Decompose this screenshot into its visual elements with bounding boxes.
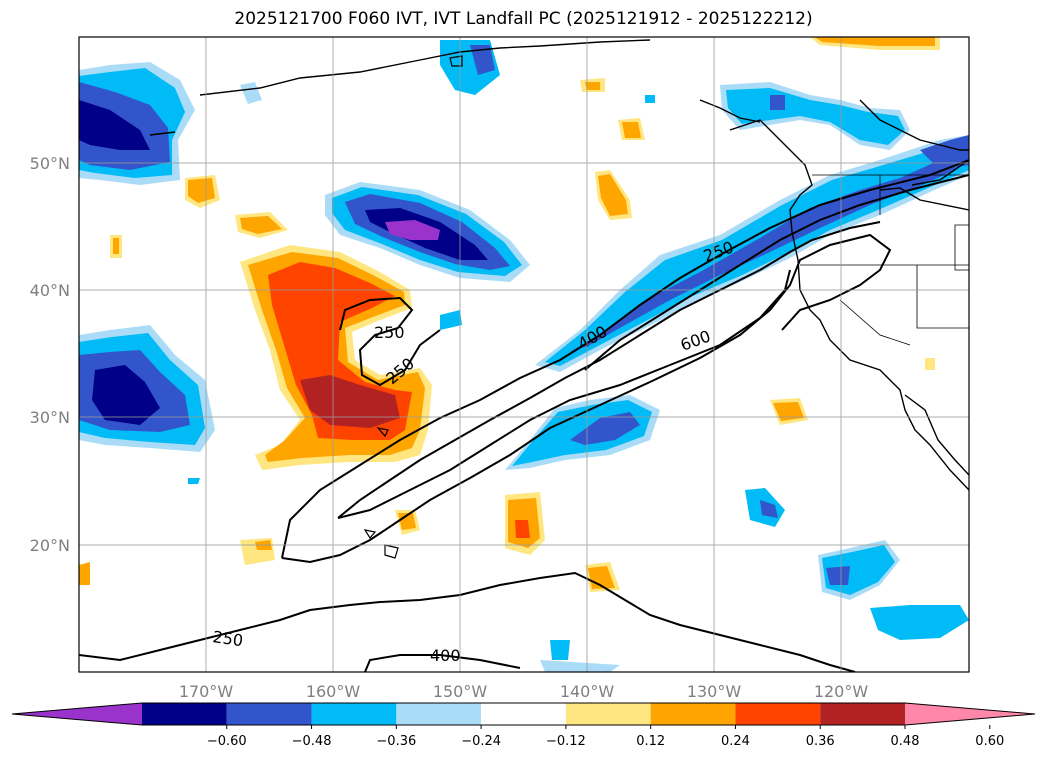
colorbar-extend-min <box>12 703 142 725</box>
colorbar-tick-label: −0.60 <box>207 734 247 749</box>
colorbar-tick-label: −0.24 <box>461 734 501 749</box>
positive-pc-central <box>79 37 940 592</box>
colorbar-tick-label: 0.12 <box>636 734 665 749</box>
plot-frame <box>78 36 970 673</box>
state-borders <box>800 174 969 346</box>
negative-pc-subtropics <box>188 40 969 672</box>
colorbar-bin <box>820 703 905 725</box>
colorbar-outline <box>11 702 1036 726</box>
negative-pc-central <box>325 182 530 282</box>
lon-label-140w: 140°W <box>560 682 615 701</box>
colorbar-tick-label: −0.12 <box>546 734 586 749</box>
contour-label-250-d: 250 <box>211 627 244 650</box>
colorbar-tick-label: −0.48 <box>292 734 332 749</box>
colorbar-bin <box>396 703 482 725</box>
lon-label-170w: 170°W <box>179 682 234 701</box>
lat-label-20: 20°N <box>30 536 70 555</box>
colorbar-tick-label: 0.36 <box>806 734 835 749</box>
colorbar-bin <box>650 703 736 725</box>
contour-label-400-b: 400 <box>430 646 461 665</box>
colorbar-tick-label: 0.24 <box>721 734 750 749</box>
colorbar-tick-label: 0.48 <box>891 734 920 749</box>
contour-label-250-a: 250 <box>374 323 405 342</box>
colorbar-bin <box>565 703 651 725</box>
colorbar-bin <box>311 703 397 725</box>
lat-label-50: 50°N <box>30 154 70 173</box>
longitude-labels: 170°W 160°W 150°W 140°W 130°W 120°W <box>179 682 869 701</box>
colorbar-tick-label: 0.60 <box>975 734 1004 749</box>
lat-label-40: 40°N <box>30 281 70 300</box>
colorbar-bin <box>481 703 566 725</box>
colorbar-bin <box>142 703 227 725</box>
coastline <box>149 39 969 491</box>
colorbar: −0.60 −0.48 −0.36 −0.24 −0.12 0.12 0.24 0.36 0.4… <box>11 702 1036 749</box>
colorbar-extend-max <box>905 703 1035 725</box>
shaded-fields: 250 250 250 400 600 250 400 <box>79 37 969 672</box>
lon-label-150w: 150°W <box>433 682 488 701</box>
gridlines <box>79 37 969 672</box>
lon-label-160w: 160°W <box>306 682 361 701</box>
colorbar-tick-label: −0.36 <box>376 734 416 749</box>
negative-pc-west-top <box>79 62 195 185</box>
map-title: 2025121700 F060 IVT, IVT Landfall PC (20… <box>234 9 813 29</box>
ivt-contours <box>79 159 969 672</box>
colorbar-bin <box>735 703 821 725</box>
lon-label-130w: 130°W <box>687 682 742 701</box>
lon-label-120w: 120°W <box>814 682 869 701</box>
latitude-labels: 50°N 40°N 30°N 20°N <box>30 154 70 555</box>
islands <box>363 55 463 559</box>
lat-label-30: 30°N <box>30 408 70 427</box>
colorbar-bin <box>226 703 312 725</box>
